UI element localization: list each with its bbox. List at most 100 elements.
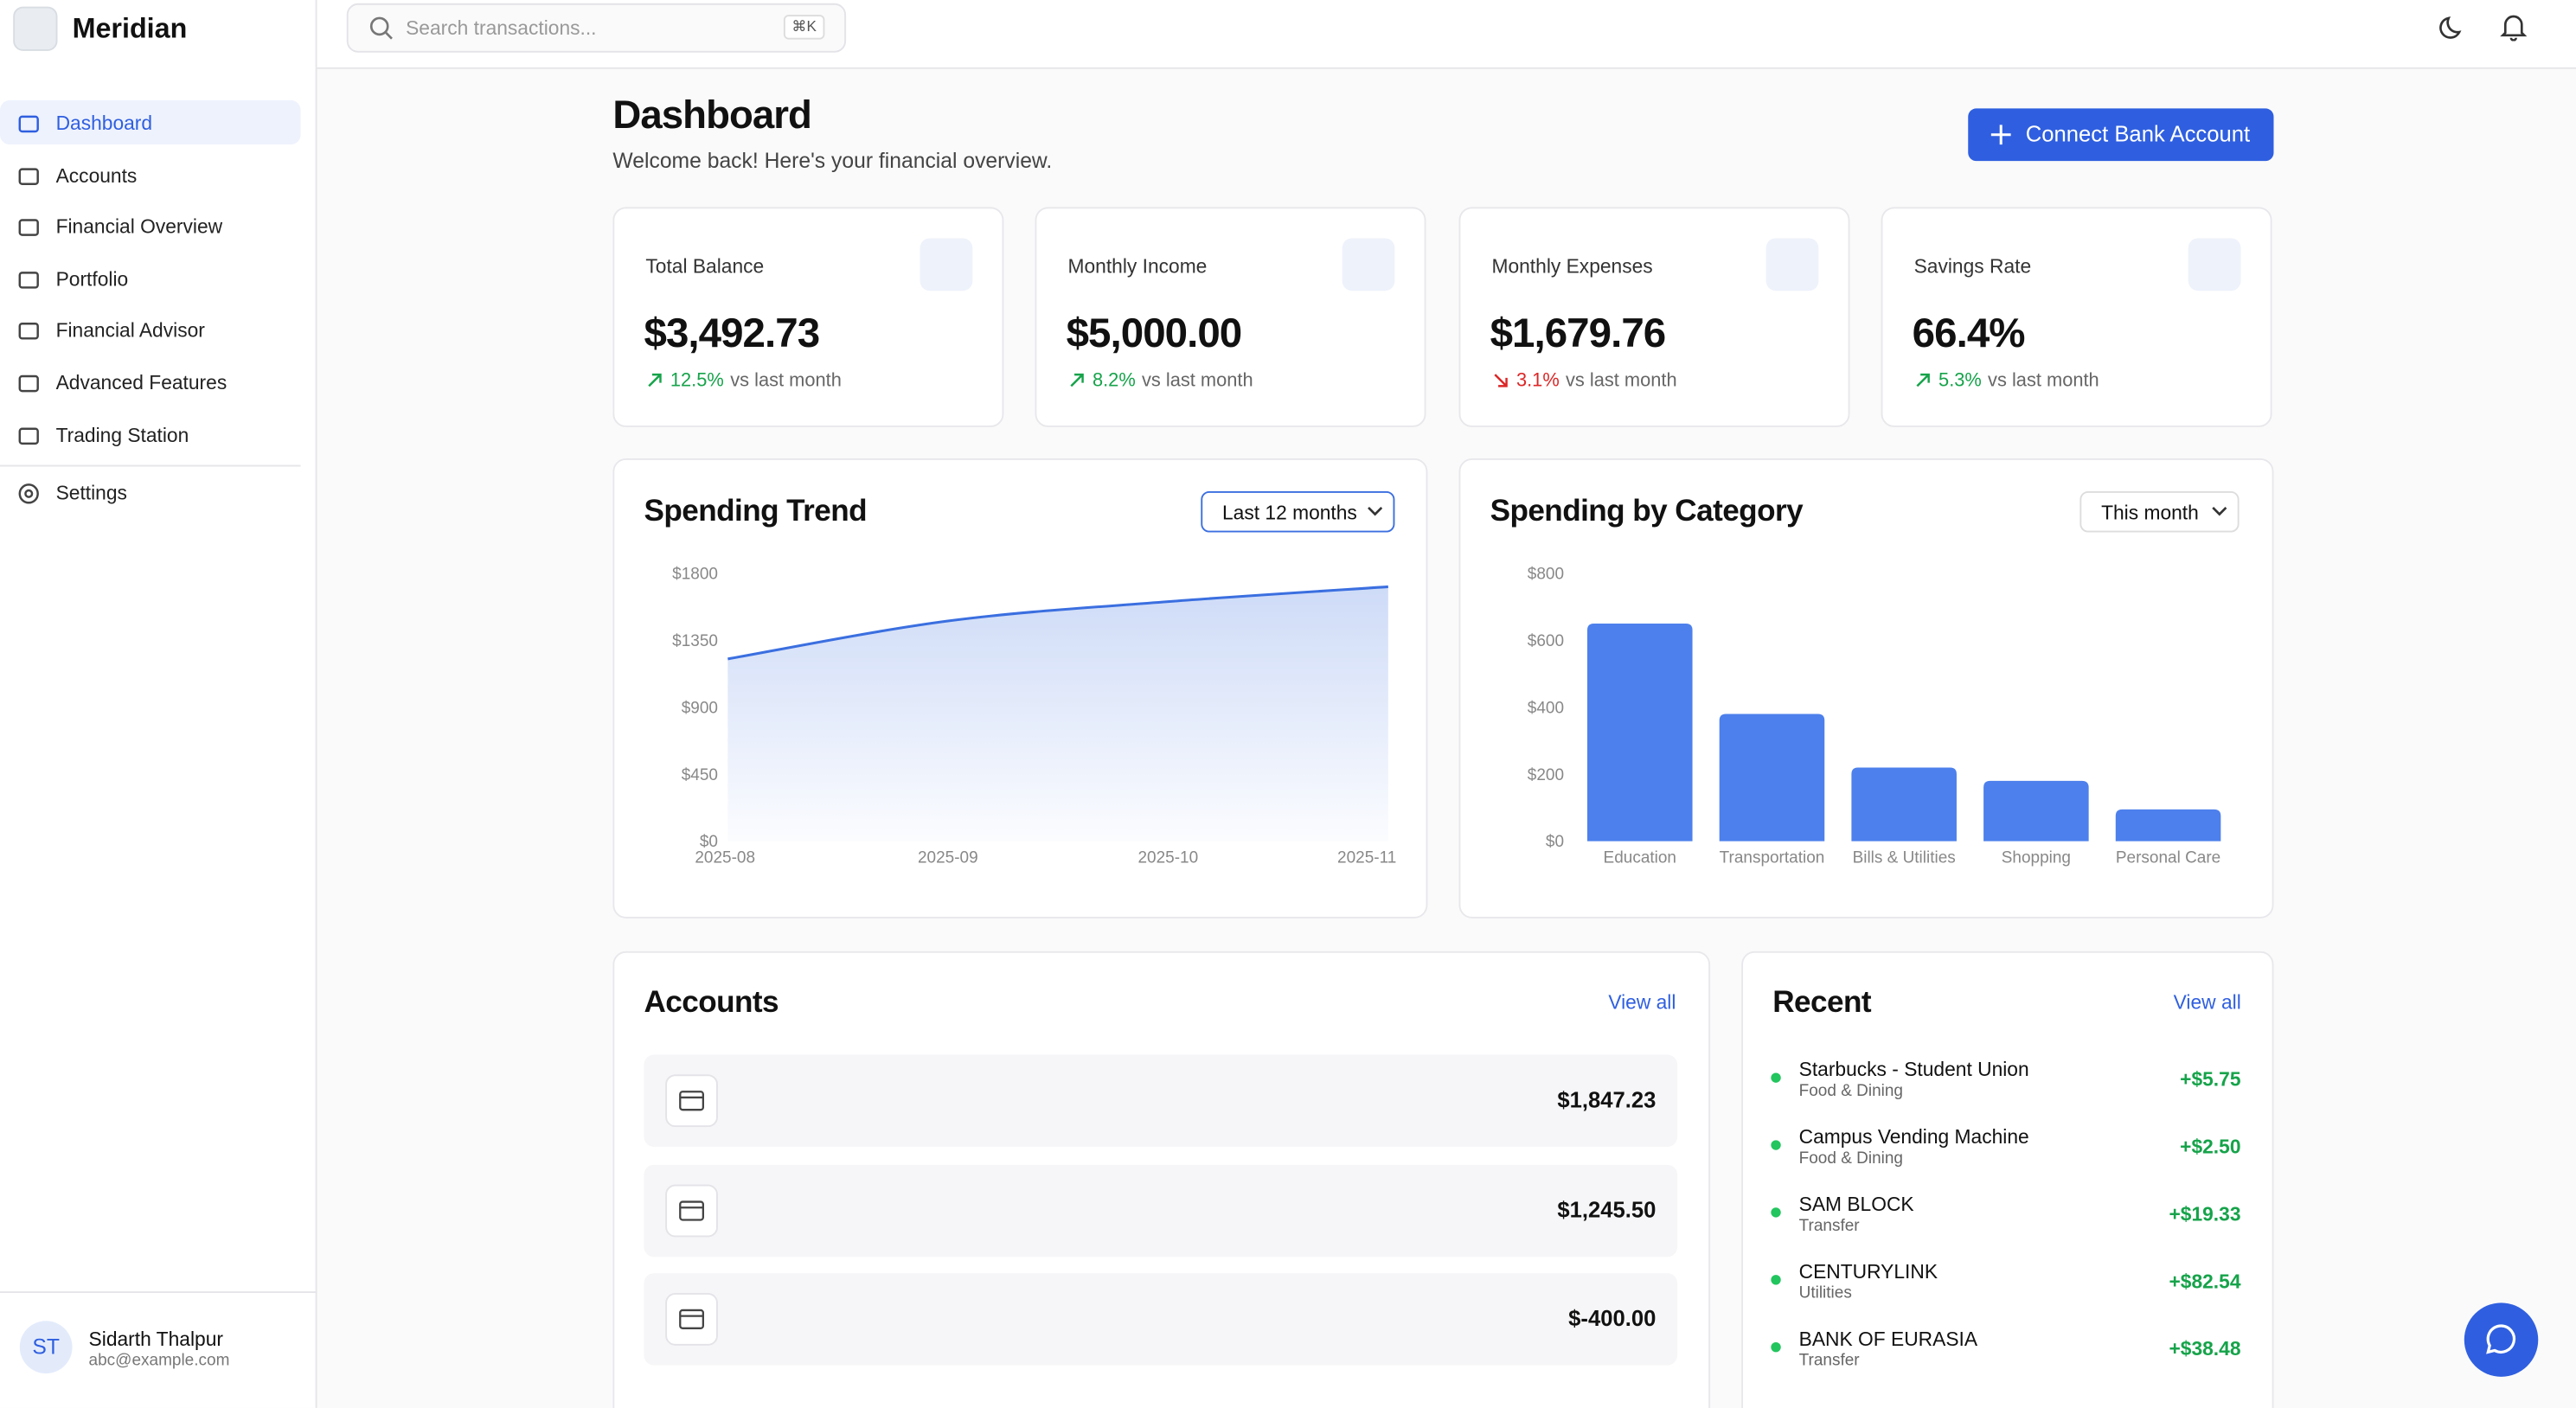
page-subtitle: Welcome back! Here's your financial over… — [612, 147, 1053, 173]
transaction-amount: +$19.33 — [2169, 1202, 2241, 1226]
nav-item[interactable]: Trading Station — [55, 423, 189, 446]
theme-toggle[interactable] — [2438, 13, 2467, 42]
stat-note: vs last month — [1988, 371, 2099, 392]
search-box[interactable] — [346, 3, 847, 53]
status-dot — [1771, 1207, 1781, 1218]
trend-arrow — [648, 373, 662, 387]
stat-note: vs last month — [1565, 371, 1677, 392]
y-tick-label: $400 — [1528, 699, 1564, 717]
account-icon — [665, 1292, 718, 1346]
nav-icon — [18, 271, 39, 289]
stat-label: Monthly Expenses — [1491, 254, 1653, 278]
chart-filter[interactable] — [1201, 490, 1395, 533]
divider — [0, 464, 301, 467]
x-tick-label: Education — [1604, 848, 1676, 867]
plus-icon — [1990, 125, 2011, 145]
stat-note: vs last month — [1141, 371, 1253, 392]
transaction-category: Food & Dining — [1798, 1082, 1903, 1101]
y-tick-label: $0 — [1546, 833, 1564, 851]
stat-label: Total Balance — [645, 254, 765, 278]
status-dot — [1771, 1341, 1781, 1353]
view-all[interactable]: View all — [2173, 990, 2241, 1014]
stat-note: vs last month — [730, 371, 842, 392]
nav-item[interactable]: Portfolio — [55, 267, 129, 291]
nav-icon — [18, 323, 39, 341]
stat-value: $1,679.76 — [1490, 310, 1667, 357]
x-tick-label: Bills & Utilities — [1853, 848, 1956, 867]
account-icon — [665, 1183, 718, 1237]
nav-active — [0, 99, 301, 145]
y-tick-label: $450 — [682, 766, 718, 784]
section-title: Accounts — [644, 983, 779, 1019]
stat-icon — [2188, 238, 2241, 291]
y-tick-label: $600 — [1528, 632, 1564, 650]
page-title: Dashboard — [612, 93, 811, 138]
account-row[interactable] — [644, 1163, 1678, 1257]
chart: $0 $450 $900 $1350 $1800 2025-08 2025-09 2025-1… — [672, 566, 1396, 867]
sidebar — [0, 0, 317, 1408]
nav-item[interactable]: Advanced Features — [55, 371, 227, 394]
bar — [2115, 809, 2221, 842]
transaction-category: Transfer — [1798, 1217, 1860, 1236]
section-title: Recent — [1772, 983, 1871, 1019]
nav-icon — [18, 426, 39, 445]
chat-button[interactable] — [2464, 1302, 2539, 1377]
account-row[interactable] — [644, 1273, 1678, 1366]
card-icon — [679, 1091, 704, 1111]
search-placeholder: Search transactions... — [406, 16, 597, 40]
x-tick-label: Transportation — [1720, 848, 1825, 867]
transaction-category: Utilities — [1798, 1284, 1852, 1303]
transaction-amount: +$5.75 — [2180, 1067, 2241, 1091]
chart-title: Spending by Category — [1490, 492, 1804, 528]
bar — [1983, 780, 2089, 842]
logo — [13, 6, 58, 51]
connect-label: Connect Bank Account — [2025, 121, 2251, 147]
settings-icon — [18, 483, 39, 504]
user-email: abc@example.com — [88, 1352, 230, 1371]
bar — [1587, 624, 1693, 842]
card-icon — [679, 1309, 704, 1329]
stat-icon — [920, 238, 973, 291]
nav-item[interactable]: Financial Overview — [55, 215, 223, 239]
chart-filter-label: This month — [2101, 501, 2199, 524]
stat-value: $5,000.00 — [1066, 310, 1243, 357]
x-tick-label: 2025-08 — [695, 848, 755, 867]
nav-icon — [18, 167, 39, 185]
chat-icon — [2486, 1324, 2516, 1354]
stat-icon — [1765, 238, 1819, 291]
chart-title: Spending Trend — [644, 492, 868, 528]
transaction-name: Starbucks - Student Union — [1798, 1058, 2029, 1081]
account-row[interactable] — [644, 1054, 1678, 1147]
stat-icon — [1342, 238, 1395, 291]
y-tick-label: $1350 — [672, 632, 718, 650]
transaction-name: SAM BLOCK — [1798, 1193, 1914, 1216]
account-balance: $1,245.50 — [1557, 1196, 1656, 1222]
trend-arrow — [1494, 374, 1508, 387]
view-all[interactable]: View all — [1608, 990, 1676, 1014]
area-fill — [727, 586, 1388, 842]
nav-item[interactable]: Settings — [55, 481, 127, 505]
nav-icon — [18, 219, 39, 237]
nav-item[interactable]: Financial Advisor — [55, 319, 205, 342]
bar — [1851, 767, 1957, 842]
brand: Meridian — [72, 13, 188, 45]
chart-filter[interactable] — [2079, 490, 2240, 533]
avatar: ST — [19, 1321, 73, 1374]
divider — [0, 1291, 317, 1293]
transaction-category: Food & Dining — [1798, 1149, 1903, 1168]
nav-item[interactable]: Dashboard — [55, 112, 153, 135]
connect-button[interactable] — [1968, 108, 2274, 162]
notifications[interactable] — [2499, 11, 2528, 42]
chevron — [1368, 507, 1383, 516]
search-icon — [369, 16, 393, 40]
transaction-category: Transfer — [1798, 1352, 1860, 1371]
user-name: Sidarth Thalpur — [88, 1327, 223, 1351]
x-tick-label: Shopping — [2002, 848, 2071, 867]
recent-card — [1741, 950, 2274, 1408]
stat-label: Monthly Income — [1067, 254, 1208, 278]
trend-arrow — [1070, 373, 1084, 387]
x-tick-label: 2025-11 — [1337, 848, 1396, 867]
account-icon — [665, 1074, 718, 1128]
card-icon — [679, 1200, 704, 1220]
nav-item[interactable]: Accounts — [55, 163, 138, 187]
